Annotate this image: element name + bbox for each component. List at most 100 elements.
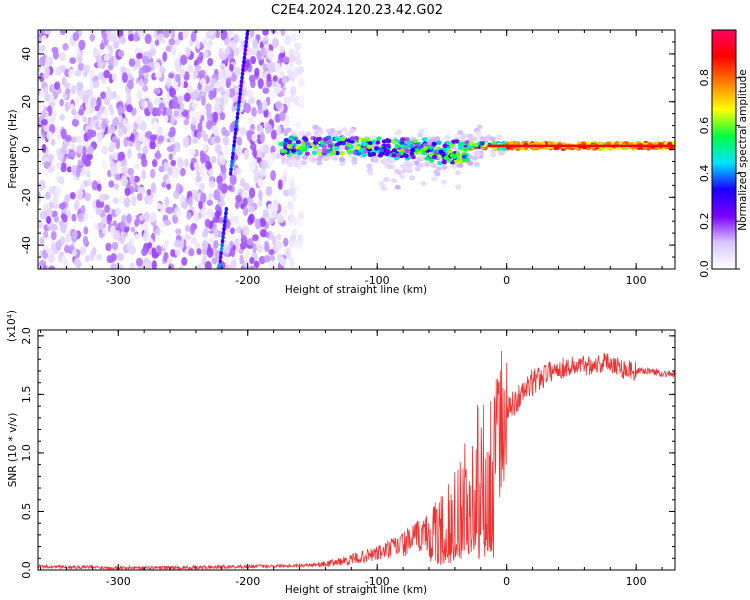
noise-speckle <box>69 191 76 200</box>
noise-speckle <box>270 208 278 219</box>
noise-speckle <box>65 88 71 95</box>
signal-cell <box>645 146 652 151</box>
noise-speckle <box>195 175 202 183</box>
noise-speckle <box>174 239 182 248</box>
noise-speckle <box>126 242 133 251</box>
noise-speckle <box>86 170 91 178</box>
noise-speckle <box>69 57 77 64</box>
noise-speckle <box>38 191 41 198</box>
signal-halo <box>418 128 425 134</box>
noise-speckle <box>162 30 170 39</box>
noise-speckle <box>283 237 289 247</box>
noise-speckle <box>292 49 299 58</box>
noise-speckle <box>200 192 207 204</box>
streak-segment <box>229 167 233 172</box>
signal-cell <box>322 137 328 142</box>
noise-speckle <box>248 265 255 269</box>
streak-segment <box>221 230 226 236</box>
noise-speckle <box>189 224 196 235</box>
noise-speckle <box>266 73 272 82</box>
noise-speckle <box>208 180 216 189</box>
y-tick-label: 0 <box>20 146 33 153</box>
noise-speckle <box>287 187 295 197</box>
noise-speckle <box>199 182 205 192</box>
noise-speckle <box>196 56 203 64</box>
noise-speckle <box>234 66 241 77</box>
noise-speckle <box>282 205 288 217</box>
noise-speckle <box>124 196 131 206</box>
noise-speckle <box>262 209 269 219</box>
noise-speckle <box>122 118 127 125</box>
noise-speckle <box>220 155 226 166</box>
signal-cell <box>421 137 428 142</box>
streak-segment <box>238 91 242 97</box>
noise-speckle <box>109 141 116 152</box>
noise-speckle <box>126 93 132 103</box>
noise-speckle <box>179 264 184 269</box>
noise-speckle <box>281 75 288 84</box>
streak-segment <box>238 87 243 93</box>
noise-speckle <box>222 96 229 105</box>
noise-speckle <box>109 106 115 116</box>
y-tick-label: 40 <box>20 47 33 61</box>
noise-speckle <box>290 71 296 83</box>
noise-speckle <box>83 238 88 247</box>
noise-speckle <box>58 202 66 210</box>
noise-speckle <box>252 37 258 49</box>
signal-cell <box>473 142 479 148</box>
noise-speckle <box>245 250 250 260</box>
noise-speckle <box>270 129 277 140</box>
colorbar-tick-label: 0.4 <box>698 165 711 183</box>
noise-speckle <box>173 190 180 200</box>
signal-halo <box>381 159 388 165</box>
noise-speckle <box>96 183 102 192</box>
noise-speckle <box>257 100 263 110</box>
noise-speckle <box>120 175 128 187</box>
noise-speckle <box>235 226 243 234</box>
noise-speckle <box>276 233 282 241</box>
noise-speckle <box>298 95 305 107</box>
noise-speckle <box>284 89 290 98</box>
noise-speckle <box>224 256 230 266</box>
noise-speckle <box>133 32 139 42</box>
noise-speckle <box>219 52 227 61</box>
noise-speckle <box>105 30 111 35</box>
noise-speckle <box>206 199 213 206</box>
signal-cell <box>317 150 323 156</box>
noise-speckle <box>213 189 221 201</box>
noise-speckle <box>270 170 277 181</box>
noise-speckle <box>42 264 48 269</box>
noise-speckle <box>58 176 65 185</box>
y-tick-label: 1.0 <box>20 444 33 462</box>
noise-speckle <box>155 228 161 236</box>
signal-halo <box>391 178 398 184</box>
noise-speckle <box>174 73 181 83</box>
signal-halo <box>298 131 305 137</box>
noise-speckle <box>122 165 129 173</box>
noise-speckle <box>274 62 281 73</box>
noise-speckle <box>127 33 135 42</box>
noise-speckle <box>219 79 226 87</box>
signal-halo <box>349 128 356 134</box>
streak-segment <box>235 115 240 121</box>
noise-speckle <box>92 49 100 57</box>
noise-speckle <box>256 34 261 41</box>
signal-halo <box>381 185 388 191</box>
noise-speckle <box>220 165 227 174</box>
noise-speckle <box>60 128 67 140</box>
noise-speckle <box>38 133 44 145</box>
y-tick-label: 20 <box>20 95 33 109</box>
signal-cell <box>321 144 327 149</box>
noise-speckle <box>262 63 268 72</box>
colorbar-label: Normalized spectral amplitude <box>737 69 749 230</box>
noise-speckle <box>73 257 81 267</box>
noise-speckle <box>124 187 131 197</box>
noise-speckle <box>259 132 265 143</box>
noise-speckle <box>82 145 87 157</box>
signal-cell <box>347 150 353 155</box>
noise-speckle <box>249 161 256 172</box>
noise-speckle <box>64 68 70 77</box>
signal-halo <box>440 179 447 185</box>
noise-speckle <box>263 255 271 263</box>
noise-speckle <box>252 234 259 242</box>
